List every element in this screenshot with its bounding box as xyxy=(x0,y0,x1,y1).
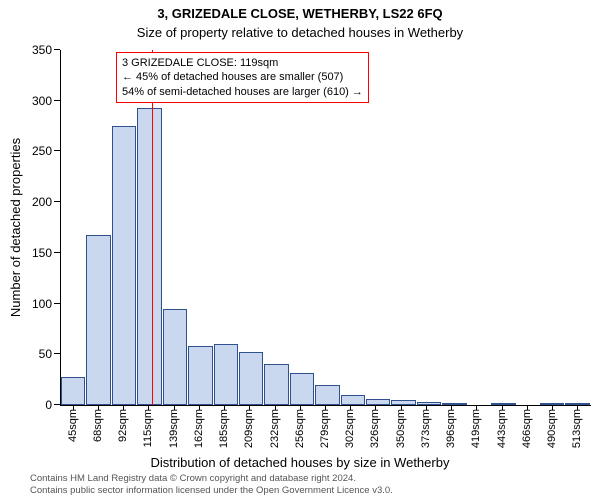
bar xyxy=(112,126,136,405)
x-tick-mark xyxy=(325,405,326,410)
x-tick-mark xyxy=(476,405,477,410)
x-tick-mark xyxy=(426,405,427,410)
plot-area: 3 GRIZEDALE CLOSE: 119sqm ← 45% of detac… xyxy=(60,50,591,406)
y-tick-label: 300 xyxy=(32,94,52,108)
x-tick-label: 513sqm xyxy=(571,409,583,448)
bar xyxy=(137,108,161,405)
x-tick-label: 373sqm xyxy=(420,409,432,448)
y-tick-label: 50 xyxy=(39,347,52,361)
y-tick-label: 200 xyxy=(32,195,52,209)
y-tick-label: 150 xyxy=(32,246,52,260)
x-tick-label: 209sqm xyxy=(243,409,255,448)
x-tick-label: 68sqm xyxy=(92,409,104,442)
x-tick-label: 396sqm xyxy=(445,409,457,448)
x-tick-mark xyxy=(224,405,225,410)
x-tick-mark xyxy=(350,405,351,410)
annotation-line1: 3 GRIZEDALE CLOSE: 119sqm xyxy=(122,56,363,70)
x-tick-mark xyxy=(577,405,578,410)
annotation-line3: 54% of semi-detached houses are larger (… xyxy=(122,85,363,99)
x-tick-label: 139sqm xyxy=(168,409,180,448)
x-tick-label: 162sqm xyxy=(193,409,205,448)
y-tick-label: 250 xyxy=(32,144,52,158)
chart-title: 3, GRIZEDALE CLOSE, WETHERBY, LS22 6FQ xyxy=(0,6,600,21)
x-tick-label: 185sqm xyxy=(218,409,230,448)
x-tick-mark xyxy=(174,405,175,410)
annotation-box: 3 GRIZEDALE CLOSE: 119sqm ← 45% of detac… xyxy=(116,52,369,103)
y-axis-ticks: 050100150200250300350 xyxy=(0,50,60,405)
x-tick-label: 45sqm xyxy=(67,409,79,442)
x-tick-mark xyxy=(275,405,276,410)
x-tick-label: 490sqm xyxy=(546,409,558,448)
x-tick-label: 279sqm xyxy=(319,409,331,448)
x-tick-mark xyxy=(148,405,149,410)
x-tick-label: 443sqm xyxy=(496,409,508,448)
bar xyxy=(239,352,263,405)
x-tick-label: 466sqm xyxy=(521,409,533,448)
x-tick-label: 326sqm xyxy=(369,409,381,448)
x-tick-mark xyxy=(401,405,402,410)
x-tick-mark xyxy=(123,405,124,410)
x-axis-ticks: 45sqm 68sqm 92sqm 115sqm 139sqm 162sqm 185sqm 2… xyxy=(60,405,590,460)
y-tick-label: 100 xyxy=(32,297,52,311)
x-tick-mark xyxy=(527,405,528,410)
bar xyxy=(61,377,85,405)
bar xyxy=(214,344,238,405)
x-tick-label: 115sqm xyxy=(142,409,154,447)
x-tick-label: 350sqm xyxy=(395,409,407,448)
bar xyxy=(315,385,339,405)
annotation-line2: ← 45% of detached houses are smaller (50… xyxy=(122,70,363,84)
x-tick-label: 92sqm xyxy=(117,409,129,442)
reference-line xyxy=(152,50,153,405)
histogram-bars xyxy=(61,50,591,405)
x-tick-mark xyxy=(98,405,99,410)
bar xyxy=(188,346,212,405)
x-tick-mark xyxy=(199,405,200,410)
x-tick-label: 302sqm xyxy=(344,409,356,448)
x-tick-mark xyxy=(300,405,301,410)
x-tick-mark xyxy=(451,405,452,410)
x-tick-mark xyxy=(502,405,503,410)
chart-subtitle: Size of property relative to detached ho… xyxy=(0,25,600,40)
x-tick-label: 232sqm xyxy=(269,409,281,448)
bar xyxy=(163,309,187,405)
bar xyxy=(290,373,314,405)
x-axis-label: Distribution of detached houses by size … xyxy=(0,455,600,470)
bar xyxy=(264,364,288,405)
x-tick-mark xyxy=(73,405,74,410)
bar xyxy=(86,235,110,405)
footer-text: Contains HM Land Registry data © Crown c… xyxy=(30,473,393,496)
bar xyxy=(341,395,365,405)
x-tick-mark xyxy=(552,405,553,410)
x-tick-mark xyxy=(249,405,250,410)
x-tick-mark xyxy=(375,405,376,410)
y-tick-label: 350 xyxy=(32,43,52,57)
y-tick-label: 0 xyxy=(45,398,52,412)
x-tick-label: 419sqm xyxy=(470,409,482,448)
x-tick-label: 256sqm xyxy=(294,409,306,448)
